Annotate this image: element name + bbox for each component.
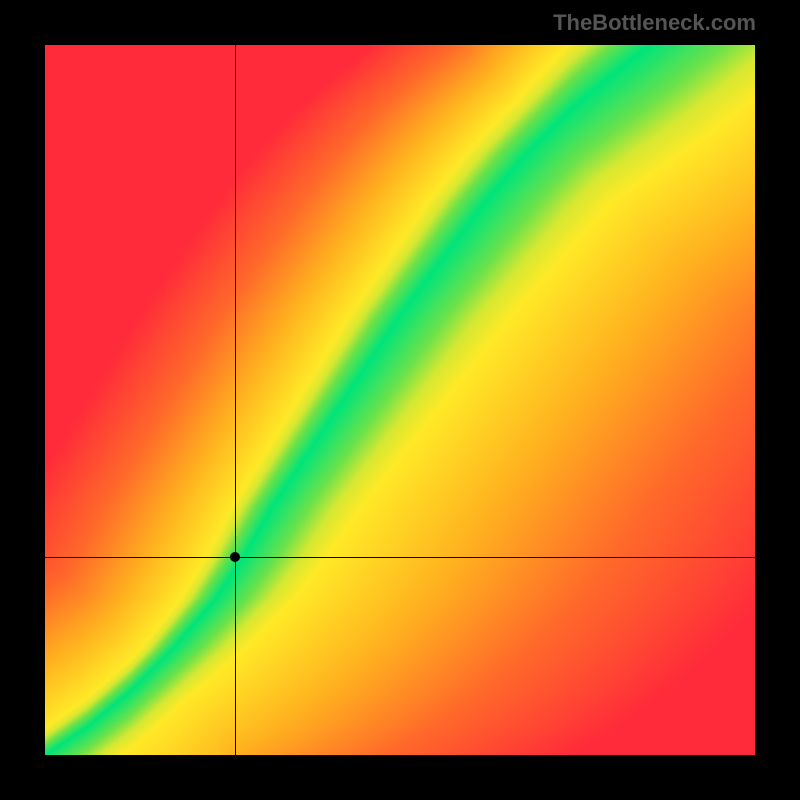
watermark-text: TheBottleneck.com <box>553 10 756 36</box>
chart-container: TheBottleneck.com <box>0 0 800 800</box>
crosshair-vertical <box>235 45 236 755</box>
bottleneck-heatmap <box>45 45 755 755</box>
selection-marker <box>230 552 240 562</box>
crosshair-horizontal <box>45 557 755 558</box>
